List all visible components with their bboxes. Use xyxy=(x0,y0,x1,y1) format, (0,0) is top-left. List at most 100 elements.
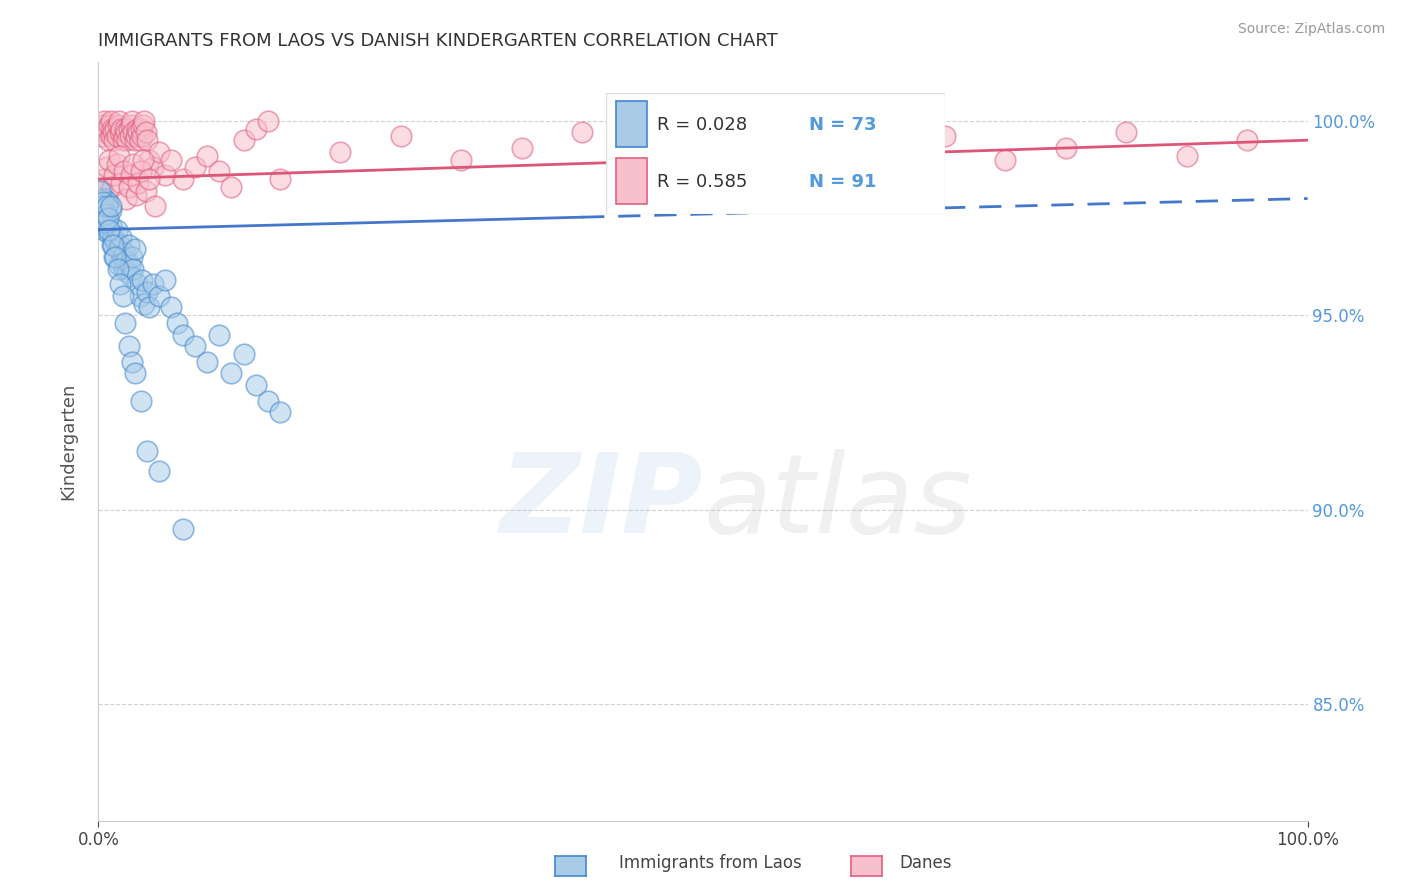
Point xyxy=(112,261,135,276)
Point xyxy=(91,129,114,144)
Point xyxy=(118,339,141,353)
Point xyxy=(132,153,155,167)
Y-axis label: Kindergarten: Kindergarten xyxy=(59,383,77,500)
Point xyxy=(142,161,165,175)
Point xyxy=(90,199,112,213)
Point xyxy=(121,113,143,128)
Point xyxy=(269,405,291,419)
Point xyxy=(112,129,135,144)
Point xyxy=(100,219,122,233)
Point xyxy=(128,289,150,303)
Point xyxy=(105,156,128,170)
Point xyxy=(98,153,121,167)
Point xyxy=(103,168,125,182)
Point xyxy=(103,133,125,147)
Point xyxy=(1115,125,1137,139)
Point xyxy=(122,156,145,170)
Point xyxy=(269,172,291,186)
Point xyxy=(101,230,124,244)
Point xyxy=(142,277,165,291)
Point xyxy=(135,285,157,299)
Point xyxy=(120,168,142,182)
Point xyxy=(91,211,114,225)
Point xyxy=(94,207,117,221)
Point xyxy=(101,125,124,139)
Point xyxy=(110,176,132,190)
Point xyxy=(138,172,160,186)
Point xyxy=(221,179,243,194)
Point xyxy=(172,327,194,342)
Point xyxy=(111,250,134,264)
Point xyxy=(128,133,150,147)
Point xyxy=(245,378,267,392)
Point xyxy=(122,125,145,139)
Point xyxy=(195,149,218,163)
Point xyxy=(110,230,132,244)
Text: IMMIGRANTS FROM LAOS VS DANISH KINDERGARTEN CORRELATION CHART: IMMIGRANTS FROM LAOS VS DANISH KINDERGAR… xyxy=(98,32,778,50)
Point xyxy=(105,222,128,236)
Point xyxy=(97,133,120,147)
Point xyxy=(110,121,132,136)
Point xyxy=(108,149,131,163)
Point xyxy=(107,242,129,256)
Point xyxy=(98,118,121,132)
Point xyxy=(329,145,352,159)
Point xyxy=(232,347,254,361)
Point xyxy=(100,121,122,136)
Point xyxy=(98,222,121,236)
Point xyxy=(129,121,152,136)
Point xyxy=(153,168,176,182)
Point xyxy=(125,187,148,202)
Text: atlas: atlas xyxy=(703,449,972,556)
Point xyxy=(105,129,128,144)
Point xyxy=(96,215,118,229)
Point xyxy=(118,238,141,252)
Point xyxy=(752,121,775,136)
Point xyxy=(91,211,114,225)
Point xyxy=(93,215,115,229)
Point xyxy=(631,149,654,163)
Point xyxy=(122,261,145,276)
Point xyxy=(148,289,170,303)
Point xyxy=(692,137,714,152)
Point xyxy=(160,301,183,315)
Point xyxy=(135,125,157,139)
Point xyxy=(135,133,157,147)
Point xyxy=(124,367,146,381)
Point xyxy=(134,113,156,128)
Point xyxy=(93,113,115,128)
Point xyxy=(208,327,231,342)
Point xyxy=(100,129,122,144)
Point xyxy=(115,253,138,268)
Point xyxy=(114,121,136,136)
Point xyxy=(94,125,117,139)
Point xyxy=(112,164,135,178)
Point xyxy=(389,129,412,144)
Text: Immigrants from Laos: Immigrants from Laos xyxy=(619,855,801,872)
Point xyxy=(91,184,114,198)
Point xyxy=(184,339,207,353)
Point xyxy=(135,184,157,198)
Point xyxy=(97,195,120,210)
Point xyxy=(135,444,157,458)
Point xyxy=(172,522,194,536)
Text: Source: ZipAtlas.com: Source: ZipAtlas.com xyxy=(1237,22,1385,37)
Point xyxy=(153,273,176,287)
Point xyxy=(91,118,114,132)
Point xyxy=(121,250,143,264)
Point xyxy=(118,179,141,194)
Point xyxy=(114,316,136,330)
Point xyxy=(91,195,114,210)
Point xyxy=(571,125,593,139)
Point xyxy=(96,199,118,213)
Point xyxy=(91,199,114,213)
Point xyxy=(120,269,142,284)
Point xyxy=(127,125,149,139)
Point xyxy=(256,113,278,128)
Point xyxy=(115,192,138,206)
Point xyxy=(221,367,243,381)
Point xyxy=(115,125,138,139)
Point xyxy=(132,118,155,132)
Point xyxy=(104,250,127,264)
Point xyxy=(114,246,136,260)
